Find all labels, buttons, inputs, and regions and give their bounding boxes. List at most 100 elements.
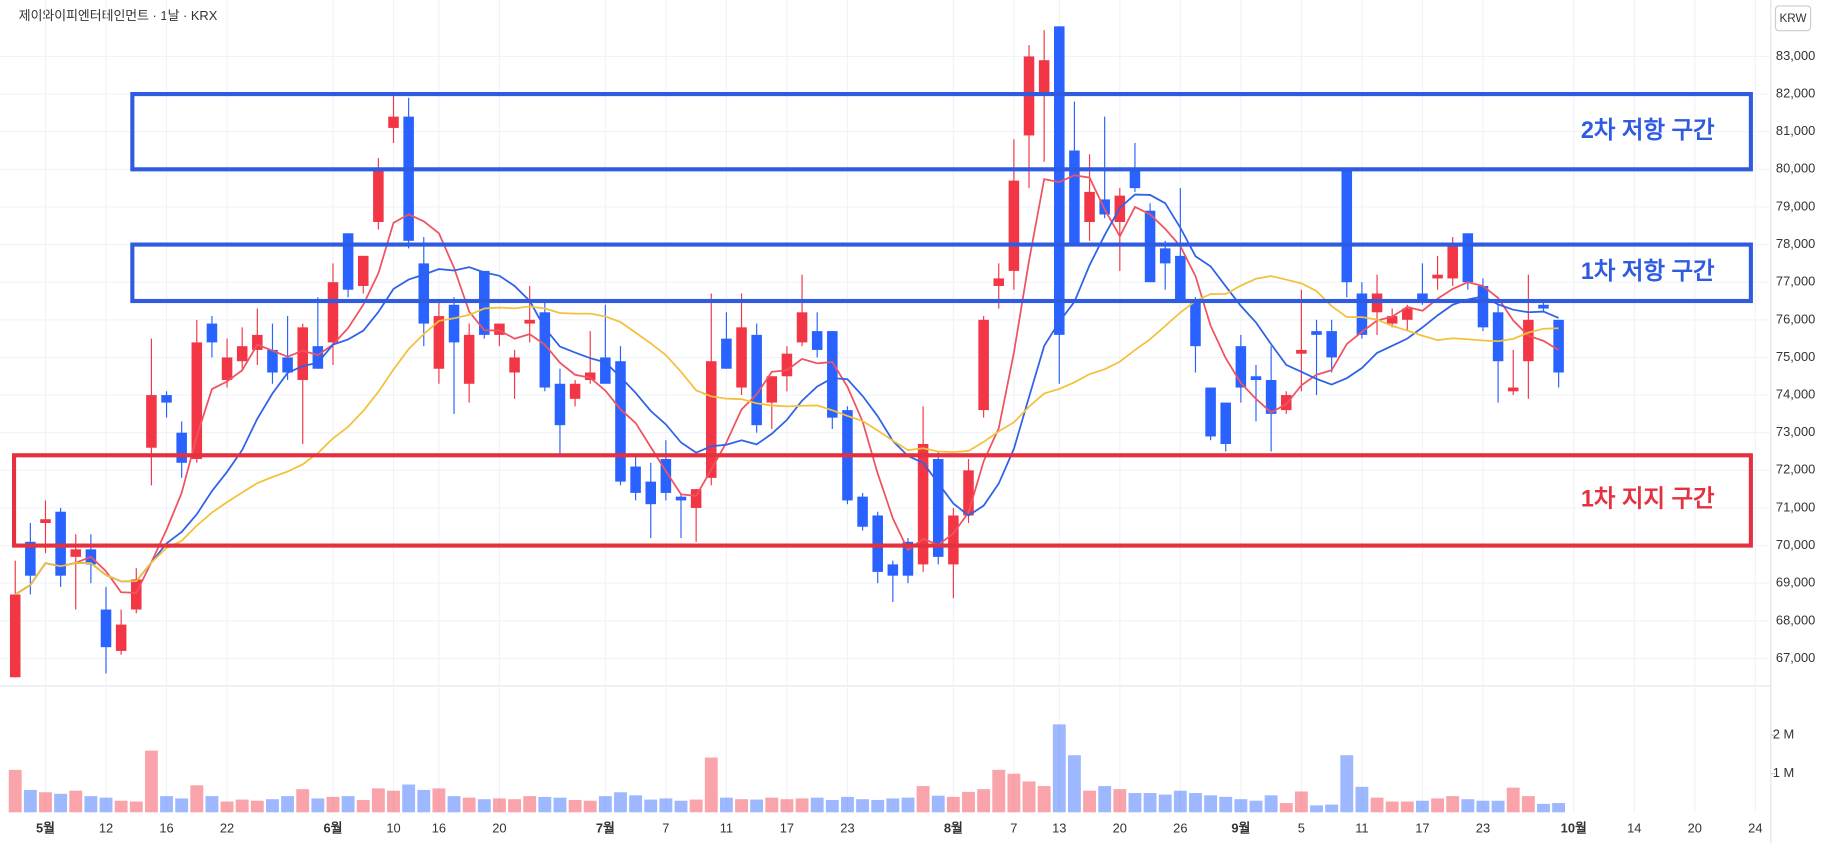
volume-bar [1279,803,1293,813]
volume-bar [583,800,597,813]
candle-body [357,255,369,286]
volume-tick-label: 1 M [1773,765,1794,780]
candle-body [993,278,1005,286]
x-tick-label: 20 [1113,820,1127,835]
candle-body [70,549,82,557]
y-tick-label: 68,000 [1776,612,1815,627]
volume-bar [417,789,431,813]
volume-bar [871,799,885,813]
candle-body [388,116,399,128]
volume-bar [1264,795,1278,813]
volume-bar [962,791,975,813]
volume-bar [326,796,340,813]
candle-body [887,564,899,576]
y-tick-label: 80,000 [1776,161,1815,176]
y-tick-label: 72,000 [1776,462,1815,477]
volume-bar [296,789,310,813]
volume-bar [598,796,612,813]
candle-body [1326,331,1337,358]
volume-bar [99,797,113,813]
candle-body [827,331,838,418]
candle-body [1523,319,1534,362]
x-tick-label: 9월 [1231,820,1250,835]
volume-bar [1249,800,1263,813]
y-tick-label: 79,000 [1776,198,1815,213]
candle-body [1447,244,1458,279]
x-tick-label: 7월 [596,820,615,835]
volume-bar [235,799,249,813]
volume-bar [432,788,446,813]
x-tick-label: 11 [720,820,733,835]
moving-average [14,193,1559,596]
volume-bar [492,798,506,813]
candle-body [811,331,823,350]
volume-bar [1037,786,1051,813]
y-tick-label: 78,000 [1776,236,1815,251]
y-tick-label: 82,000 [1776,85,1815,100]
candle-body [1235,346,1247,388]
volume-bar [1431,798,1445,813]
candle-body [1341,169,1353,283]
candle-body [1054,26,1065,335]
volume-bar [644,799,658,813]
volume-bar [1128,793,1142,813]
volume-bar [23,789,37,813]
candle-body [1402,308,1413,320]
volume-bar [341,796,355,813]
volume-bar [1521,796,1535,813]
candle-body [115,624,127,651]
x-tick-label: 5 [1298,820,1305,835]
candle-body [146,395,157,448]
volume-bar [1007,773,1021,813]
y-tick-label: 74,000 [1776,386,1815,401]
candle-body [690,489,702,508]
x-tick-label: 17 [780,820,794,835]
volume-bar [946,796,960,813]
candle-body [615,361,626,482]
volume-bar [144,750,158,813]
candle-body [1069,150,1080,245]
volume-bar [1476,800,1490,813]
candle-body [1129,169,1141,189]
volume-bar [750,799,764,813]
volume-bar [1325,804,1339,813]
volume-bar [1219,796,1233,813]
volume-bar [1022,781,1036,813]
candle-body [554,383,566,426]
candle-body [569,383,581,399]
x-tick-label: 22 [220,820,234,835]
candle-body [297,327,308,381]
volume-bar [1158,794,1172,813]
candle-body [1099,199,1110,215]
candle-body [524,319,535,324]
volume-bar [1234,799,1248,813]
candle-body [342,233,354,290]
volume-bar [901,797,915,813]
x-tick-label: 23 [840,820,854,835]
zone-box [130,91,1753,172]
candle-body [1265,380,1277,414]
candle-body [131,579,142,610]
x-tick-label: 26 [1173,820,1187,835]
candle-body [1175,255,1186,302]
volume-bar [175,798,189,813]
candle-body [1386,316,1398,324]
candle-body [1250,376,1262,381]
candle-body [9,594,21,678]
candle-body [100,609,112,648]
volume-bar [614,792,627,813]
candle-body [584,372,596,381]
candle-body [1462,233,1474,283]
candle-body [206,323,218,343]
volume-bar [402,784,416,813]
y-tick-label: 77,000 [1776,274,1815,289]
candle-body [1311,331,1322,335]
volume-bar [1340,755,1354,813]
candle-body [373,169,384,222]
volume-bar [39,792,52,813]
x-tick-label: 8월 [944,820,963,835]
y-tick-label: 76,000 [1776,311,1815,326]
x-tick-label: 20 [1688,820,1702,835]
